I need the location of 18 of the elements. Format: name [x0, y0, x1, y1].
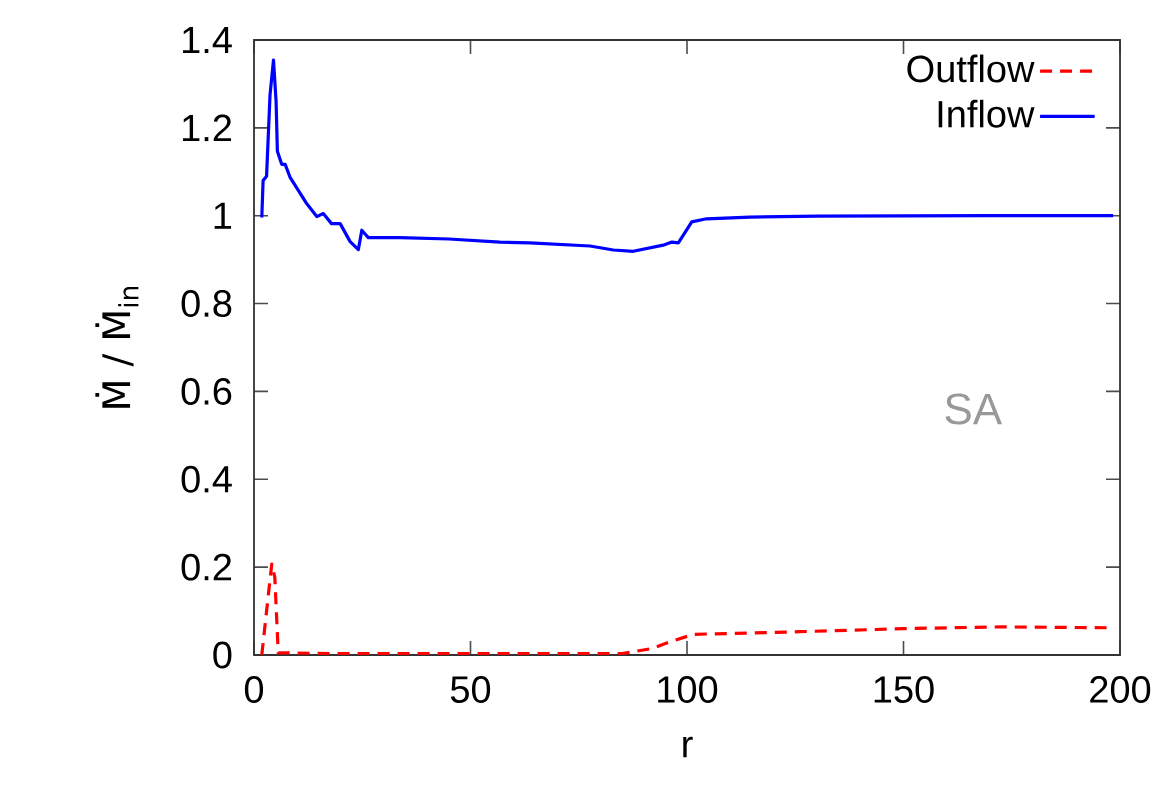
y-tick-label: 0.4 — [181, 465, 232, 493]
x-axis-title: r — [683, 736, 693, 758]
y-tick-label: 1.4 — [183, 26, 232, 54]
x-tick-label: 200 — [1090, 676, 1151, 703]
legend-label: Outflow — [907, 54, 1035, 83]
y-tick-label: 1.2 — [183, 114, 232, 142]
legend-label: Inflow — [938, 99, 1035, 128]
x-tick-label: 50 — [450, 676, 491, 703]
x-tick-label: 150 — [874, 676, 934, 703]
y-tick-label: 0 — [213, 641, 232, 669]
x-tick-label: 0 — [244, 676, 264, 703]
y-tick-label: 0.2 — [181, 553, 232, 581]
annotation: SA — [945, 393, 1003, 425]
y-tick-label: 0.6 — [181, 377, 232, 405]
y-axis-title: Ṁ / Ṁ$_{in}$ — [95, 286, 139, 408]
y-tick-label: 0.8 — [181, 290, 232, 318]
x-tick-label: 100 — [658, 676, 718, 703]
y-tick-label: 1 — [214, 202, 232, 229]
